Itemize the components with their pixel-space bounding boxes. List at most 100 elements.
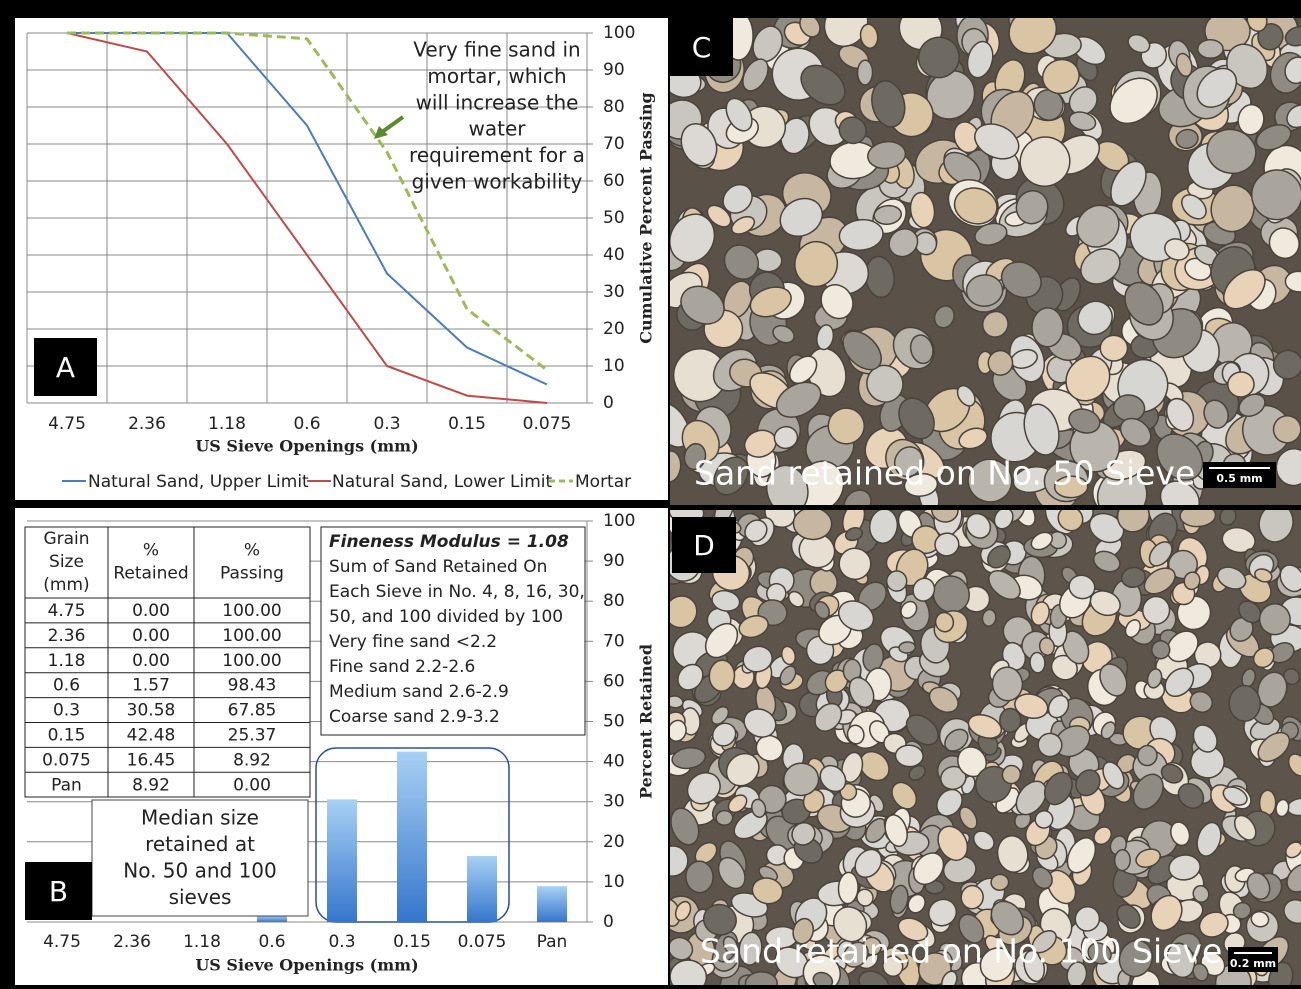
grain [1198,40,1224,59]
y-tick-label: 10 [603,356,625,376]
y-tick-label: 50 [603,712,625,732]
grain [886,571,907,592]
annotation: No. 50 and 100 [123,859,277,883]
x-tick-label: 0.3 [328,932,355,952]
x-tick-label: Pan [537,932,568,952]
panel-label: C [692,31,712,64]
grain [1229,685,1261,722]
x-tick-label: 1.18 [208,414,246,434]
grain [1032,308,1064,347]
x-tick-label: 0.6 [293,414,320,434]
table-cell: 1.18 [48,651,86,671]
x-axis-title: US Sieve Openings (mm) [195,437,418,456]
x-tick-label: 0.15 [393,932,431,952]
y-axis-title: Cumulative Percent Passing [637,92,656,344]
table-cell: 8.92 [233,750,271,770]
x-tick-label: 4.75 [43,932,81,952]
scale-label: 0.2 mm [1230,957,1276,970]
grain [895,745,924,768]
fineness-text: Fineness Modulus = 1.08 [329,532,569,552]
grain [838,547,871,580]
table-header: % [244,541,260,561]
y-axis-title: Percent Retained [637,644,656,799]
x-tick-label: 0.15 [448,414,486,434]
fineness-text: Coarse sand 2.9-3.2 [329,707,500,727]
table-cell: 100.00 [222,626,281,646]
y-tick-label: 80 [603,97,625,117]
table-header: Grain [43,529,89,549]
bar [537,886,567,922]
legend-label: Mortar [575,472,631,492]
x-axis-title: US Sieve Openings (mm) [195,956,418,975]
table-header: % [143,541,159,561]
table-cell: 0.00 [132,651,170,671]
y-tick-label: 70 [603,134,625,154]
table-cell: 0.3 [53,701,80,721]
annotation: water [469,117,527,141]
figure: 01020304050607080901004.752.361.180.60.3… [0,0,1301,985]
fineness-text: Fine sand 2.2-2.6 [329,657,475,677]
table-cell: 42.48 [127,726,176,746]
panel-label: B [49,875,68,908]
x-tick-label: 0.075 [523,414,572,434]
y-tick-label: 20 [603,319,625,339]
x-tick-label: 1.18 [183,932,221,952]
table-cell: 0.15 [48,726,86,746]
grain [1251,169,1301,220]
table-cell: 0.00 [132,601,170,621]
y-tick-label: 50 [603,208,625,228]
table-cell: 0.075 [42,750,91,770]
y-tick-label: 40 [603,752,625,772]
y-tick-label: 100 [603,511,635,531]
table-cell: 98.43 [228,676,277,696]
y-tick-label: 30 [603,282,625,302]
photo-c [644,0,1301,530]
annotation: given workability [412,170,583,194]
panel-label: D [693,529,715,562]
bar [467,856,497,922]
table-cell: 100.00 [222,601,281,621]
annotation: retained at [145,832,255,856]
grain [1100,335,1128,361]
table-cell: 25.37 [228,726,277,746]
table-cell: 0.00 [132,626,170,646]
table-cell: 30.58 [127,701,176,721]
table-cell: 1.57 [132,676,170,696]
fineness-text: 50, and 100 divided by 100 [329,607,563,627]
x-tick-label: 2.36 [113,932,151,952]
table-cell: Pan [51,775,82,795]
photo-caption: Sand retained on No. 50 Sieve [694,454,1195,493]
table-cell: 0.00 [233,775,271,795]
fineness-text: Sum of Sand Retained On [329,557,547,577]
annotation: will increase the [416,90,579,114]
annotation: mortar, which [427,64,566,88]
y-tick-label: 70 [603,631,625,651]
table-header: Size [49,552,84,572]
photo-caption: Sand retained on No. 100 Sieve [700,932,1222,971]
legend-label: Natural Sand, Upper Limit [88,472,309,492]
y-tick-label: 90 [603,60,625,80]
fineness-text: Each Sieve in No. 4, 8, 16, 30, [329,582,585,602]
table-cell: 4.75 [48,601,86,621]
grain [899,641,916,653]
grain [857,60,872,85]
table-cell: 100.00 [222,651,281,671]
table-header: Retained [113,564,188,584]
annotation: Very fine sand in [413,38,580,62]
y-tick-label: 80 [603,591,625,611]
bar [327,799,357,922]
fineness-text: Medium sand 2.6-2.9 [329,682,509,702]
table-header: Passing [220,564,284,584]
table-cell: 0.6 [53,676,80,696]
photo-d [651,490,1301,985]
y-tick-label: 90 [603,551,625,571]
page: {"chart_data":[ {"type":"line","panel":"… [0,0,1301,989]
table-cell: 67.85 [228,701,277,721]
y-tick-label: 30 [603,792,625,812]
x-tick-label: 0.6 [258,932,285,952]
y-tick-label: 10 [603,872,625,892]
x-tick-label: 4.75 [48,414,86,434]
y-tick-label: 60 [603,671,625,691]
y-tick-label: 60 [603,171,625,191]
y-tick-label: 40 [603,245,625,265]
